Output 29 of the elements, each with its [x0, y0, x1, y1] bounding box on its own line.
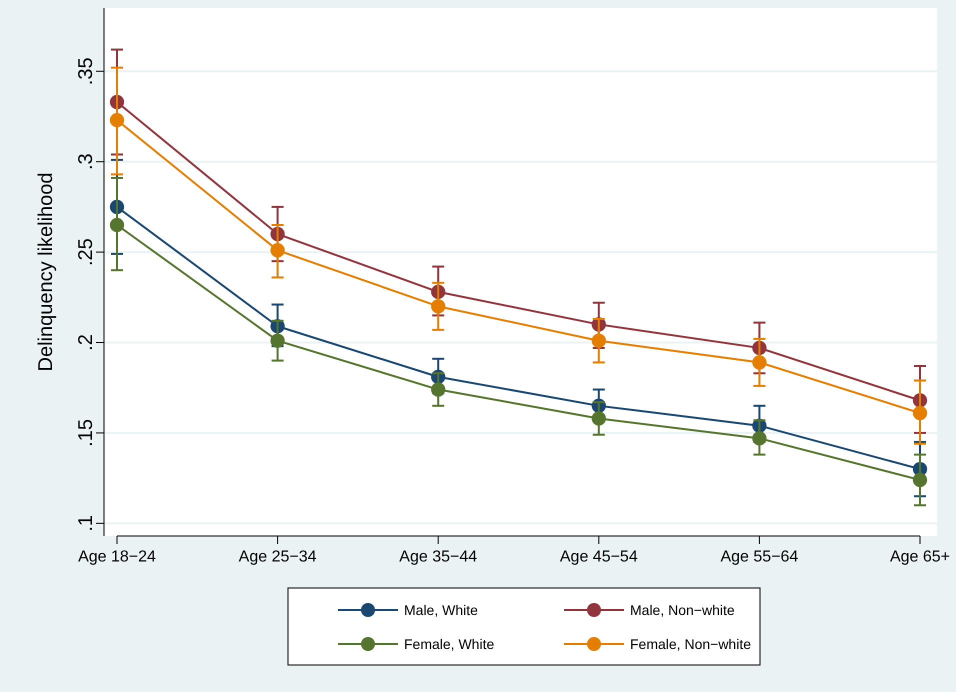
y-tick-label: .2 [75, 334, 97, 351]
point [592, 334, 606, 348]
point [270, 334, 285, 348]
point [110, 218, 124, 232]
x-tick-label: Age 65+ [890, 548, 950, 566]
point [270, 243, 285, 258]
y-tick-label: .1 [75, 515, 97, 532]
legend-label: Female, Non−white [630, 636, 752, 652]
x-tick-label: Age 55−64 [720, 548, 798, 566]
legend-label: Male, Non−white [630, 602, 735, 618]
legend-label: Female, White [404, 636, 494, 652]
y-axis-title: Delinquency likelihood [35, 172, 57, 372]
y-tick-label: .3 [75, 153, 97, 170]
point [110, 112, 124, 128]
x-tick-label: Age 25−34 [238, 548, 317, 566]
point [912, 406, 928, 420]
x-tick-label: Age 18−24 [78, 548, 156, 566]
x-tick-label: Age 45−54 [560, 548, 638, 566]
x-tick-label: Age 35−44 [399, 548, 478, 566]
point [752, 355, 767, 370]
point [752, 431, 767, 446]
point [592, 411, 606, 426]
point [431, 382, 446, 397]
point [912, 472, 928, 488]
legend-label: Male, White [404, 602, 478, 618]
y-tick-label: .15 [75, 419, 97, 447]
y-tick-label: .35 [75, 57, 97, 86]
point [431, 299, 446, 314]
y-tick-label: .25 [75, 238, 97, 266]
